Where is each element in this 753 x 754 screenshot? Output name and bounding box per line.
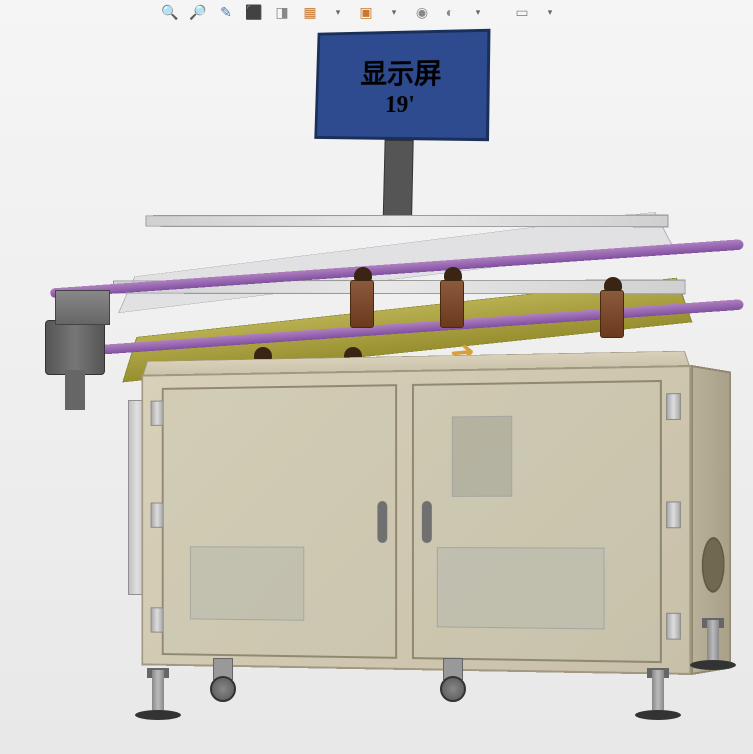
stopper-back-2: [440, 280, 464, 328]
frame-rail-back: [146, 215, 669, 228]
stopper-back-1: [350, 280, 374, 328]
apply-scene-icon[interactable]: ◐: [440, 2, 460, 22]
display-monitor: 显示屏 19': [313, 29, 490, 173]
motor-mount: [65, 370, 85, 410]
cabinet-door-left: [162, 384, 397, 659]
leveling-foot-2: [635, 664, 681, 720]
zoom-fit-icon[interactable]: 🔎: [188, 2, 208, 22]
cad-viewport[interactable]: 🔍 🔎 ✎ ⬛ ◨ ▦ ▾ ▣ ▾ ◉ ◐ ▾ ▭ ▾ 显示屏 19': [0, 0, 753, 754]
hide-show-icon[interactable]: ▣: [356, 2, 376, 22]
hinge-icon: [666, 393, 681, 420]
caster-wheel-2: [435, 658, 471, 702]
display-style-dropdown-icon[interactable]: ▾: [328, 2, 348, 22]
leveling-foot-1: [135, 664, 181, 720]
hinge-icon: [151, 607, 164, 632]
cable-port-hole: [702, 537, 725, 594]
view-settings-icon[interactable]: ▭: [512, 2, 532, 22]
door-handle-left: [377, 501, 387, 543]
scene-dropdown-icon[interactable]: ▾: [468, 2, 488, 22]
drive-motor: [45, 320, 105, 415]
view-orientation-icon[interactable]: ⬛: [244, 2, 264, 22]
motor-body: [45, 320, 105, 375]
zoom-area-icon[interactable]: ✎: [216, 2, 236, 22]
heads-up-toolbar: 🔍 🔎 ✎ ⬛ ◨ ▦ ▾ ▣ ▾ ◉ ◐ ▾ ▭ ▾: [160, 2, 560, 22]
zoom-in-icon[interactable]: 🔍: [160, 2, 180, 22]
hinge-icon: [151, 401, 164, 426]
hinge-icon: [666, 613, 681, 640]
machine-assembly[interactable]: 显示屏 19' ➜: [30, 30, 720, 730]
cabinet-door-right: [412, 380, 662, 663]
leveling-foot-3: [690, 614, 736, 670]
monitor-screen: 显示屏 19': [314, 29, 490, 142]
hide-show-dropdown-icon[interactable]: ▾: [384, 2, 404, 22]
monitor-label-line1: 显示屏: [360, 51, 442, 91]
cabinet-front: [141, 365, 691, 675]
section-view-icon[interactable]: ◨: [272, 2, 292, 22]
caster-wheel-1: [205, 658, 241, 702]
edit-appearance-icon[interactable]: ◉: [412, 2, 432, 22]
motor-gearbox: [55, 290, 110, 325]
hinge-icon: [666, 501, 681, 528]
stopper-back-3: [600, 290, 624, 338]
display-style-icon[interactable]: ▦: [300, 2, 320, 22]
door-handle-right: [422, 501, 432, 543]
hinge-icon: [151, 503, 164, 528]
base-cabinet: [141, 365, 691, 675]
view-settings-dropdown-icon[interactable]: ▾: [540, 2, 560, 22]
monitor-label-line2: 19': [385, 91, 415, 118]
